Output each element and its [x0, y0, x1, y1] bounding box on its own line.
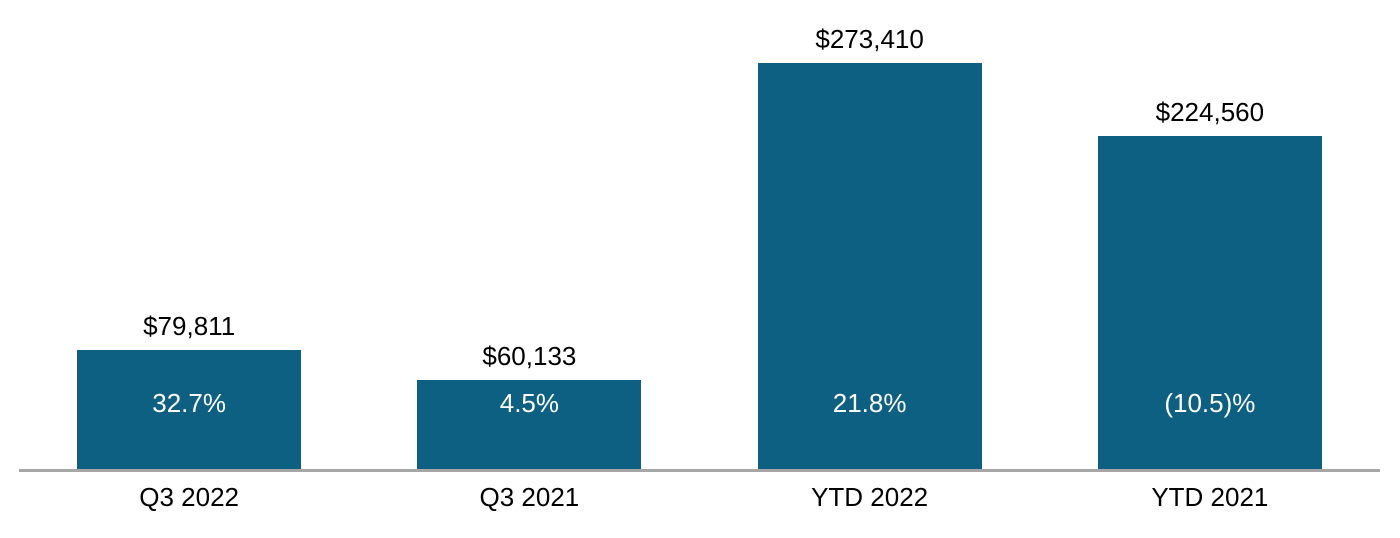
plot-area: $79,811 32.7% $60,133 4.5% $273,410 21.8… — [19, 0, 1380, 469]
bar: 21.8% — [757, 63, 982, 469]
bar-value-label: $60,133 — [482, 341, 577, 371]
bar: (10.5)% — [1097, 136, 1322, 469]
bar-percent-label: 4.5% — [499, 388, 559, 418]
bar-value-label: $224,560 — [1155, 97, 1265, 127]
bar: 32.7% — [77, 350, 302, 469]
x-axis-line — [19, 469, 1380, 472]
bar-group: $60,133 4.5% — [359, 0, 699, 469]
x-axis-category-labels: Q3 2022 Q3 2021 YTD 2022 YTD 2021 — [19, 482, 1380, 513]
bar-group: $224,560 (10.5)% — [1040, 0, 1380, 469]
bar-group: $273,410 21.8% — [700, 0, 1040, 469]
bar: 4.5% — [417, 380, 642, 469]
category-label: Q3 2021 — [479, 482, 580, 512]
category-label: Q3 2022 — [139, 482, 239, 512]
category-label: YTD 2022 — [811, 482, 929, 512]
category-label: YTD 2021 — [1151, 482, 1269, 512]
bar-group: $79,811 32.7% — [19, 0, 359, 469]
bar-percent-label: (10.5)% — [1164, 388, 1256, 418]
bar-value-label: $79,811 — [143, 311, 236, 341]
bar-percent-label: 21.8% — [832, 388, 907, 418]
bar-value-label: $273,410 — [815, 24, 924, 54]
bar-percent-label: 32.7% — [152, 388, 226, 418]
